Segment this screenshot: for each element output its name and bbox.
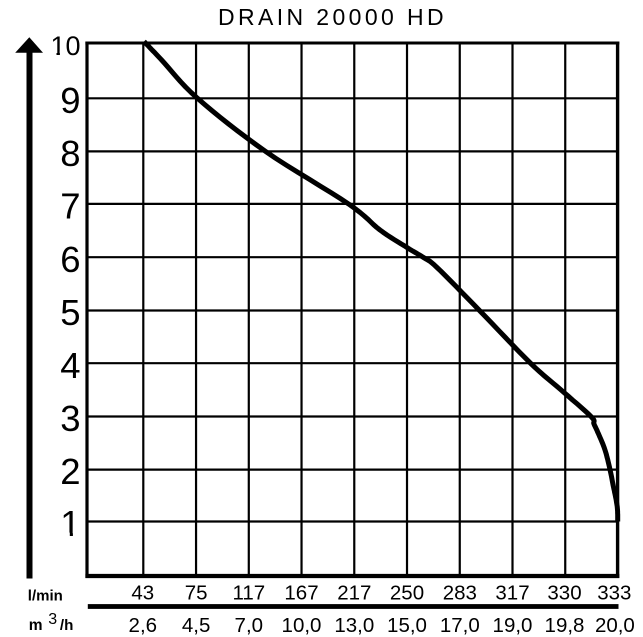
svg-text:15,0: 15,0 — [387, 614, 427, 637]
svg-text:10: 10 — [50, 31, 80, 61]
svg-text:333: 333 — [597, 582, 631, 605]
svg-text:283: 283 — [443, 582, 477, 605]
svg-text:8: 8 — [60, 133, 80, 174]
svg-text:13,0: 13,0 — [334, 614, 374, 637]
svg-text:330: 330 — [547, 582, 581, 605]
svg-text:3: 3 — [48, 611, 57, 628]
svg-text:6: 6 — [60, 239, 80, 280]
svg-text:3: 3 — [60, 398, 80, 439]
svg-text:317: 317 — [495, 582, 529, 605]
svg-text:DRAIN 20000 HD: DRAIN 20000 HD — [218, 4, 447, 30]
svg-text:75: 75 — [185, 582, 208, 605]
svg-text:m: m — [29, 617, 43, 634]
svg-text:5: 5 — [60, 292, 80, 333]
svg-text:7: 7 — [60, 186, 80, 227]
svg-text:4,5: 4,5 — [182, 614, 211, 637]
svg-text:250: 250 — [390, 582, 424, 605]
svg-text:217: 217 — [337, 582, 371, 605]
svg-text:19,0: 19,0 — [493, 614, 533, 637]
svg-text:20,0: 20,0 — [595, 614, 635, 637]
svg-text:/h: /h — [60, 617, 74, 634]
svg-text:2,6: 2,6 — [129, 614, 158, 637]
svg-text:43: 43 — [131, 582, 154, 605]
svg-text:17,0: 17,0 — [440, 614, 480, 637]
svg-text:10,0: 10,0 — [282, 614, 322, 637]
svg-text:4: 4 — [60, 345, 80, 386]
svg-text:9: 9 — [60, 80, 80, 121]
svg-text:19,8: 19,8 — [545, 614, 585, 637]
svg-text:1: 1 — [60, 503, 80, 544]
svg-text:167: 167 — [284, 582, 318, 605]
svg-text:7,0: 7,0 — [235, 614, 264, 637]
svg-text:117: 117 — [232, 582, 265, 605]
svg-text:l/min: l/min — [28, 588, 63, 605]
svg-text:2: 2 — [60, 451, 80, 492]
